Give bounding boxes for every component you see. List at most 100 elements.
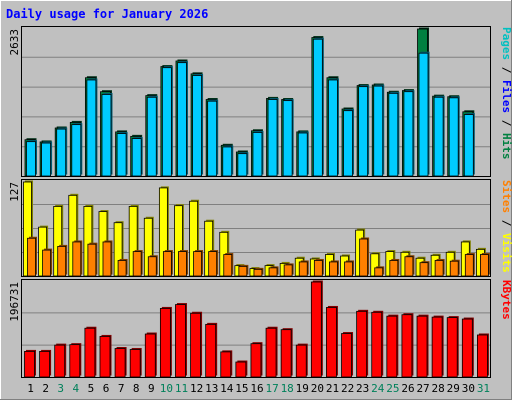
files-bar (297, 132, 308, 177)
files-bar (207, 100, 218, 177)
sites-bar (117, 260, 127, 277)
legend-kbytes: KBytes (500, 280, 512, 320)
sites-bar (253, 268, 263, 277)
kbytes-bar (446, 317, 458, 378)
x-tick-label: 27 (416, 382, 429, 395)
x-tick-label: 9 (148, 382, 155, 395)
x-tick-label: 23 (356, 382, 369, 395)
sites-bar (298, 261, 308, 277)
panel-kbytes: 196731 KBytes (8, 279, 512, 378)
kbytes-bar (431, 316, 443, 378)
files-bar (312, 38, 323, 177)
x-tick-label: 6 (103, 382, 110, 395)
files-bar (418, 52, 429, 177)
x-tick-label: 17 (265, 382, 278, 395)
kbytes-bar (235, 361, 247, 378)
sites-bar (329, 261, 338, 277)
kbytes-bar (250, 343, 262, 378)
files-bar (41, 142, 51, 177)
sites-bar (147, 256, 157, 277)
kbytes-bar (175, 304, 186, 378)
legend-item: Pages (500, 27, 512, 60)
x-tick-label: 7 (118, 382, 125, 395)
kbytes-bar (477, 334, 488, 378)
sites-bar (238, 265, 248, 277)
files-bar (252, 132, 263, 177)
sites-bar (72, 241, 82, 277)
y-max-label: 127 (8, 182, 21, 202)
files-bar (26, 141, 36, 177)
kbytes-bar (99, 336, 111, 378)
x-tick-label: 14 (220, 382, 234, 395)
files-bar (161, 67, 172, 177)
sites-bar (283, 264, 293, 277)
sites-bar (344, 261, 353, 277)
kbytes-bar (461, 318, 473, 378)
sites-bar (464, 254, 474, 277)
kbytes-bar (326, 307, 337, 378)
files-bar (222, 146, 233, 177)
x-tick-label: 13 (205, 382, 218, 395)
sites-bar (480, 254, 489, 277)
kbytes-bar (341, 333, 352, 378)
sites-bar (132, 251, 142, 277)
sites-bar (162, 251, 172, 277)
sites-bar (27, 237, 36, 277)
legend-item: Hits (500, 133, 512, 160)
files-bar (267, 99, 278, 177)
x-tick-label: 19 (296, 382, 309, 395)
kbytes-bar (386, 315, 398, 378)
files-bar (237, 153, 248, 177)
kbytes-bar (295, 344, 307, 378)
sites-bar (102, 241, 112, 277)
sites-bar (449, 260, 459, 277)
kbytes-bar (371, 311, 383, 378)
files-bar (433, 96, 444, 177)
x-tick-label: 3 (57, 382, 64, 395)
x-tick-label: 10 (160, 382, 173, 395)
kbytes-bar (114, 348, 126, 378)
sites-bar (374, 267, 384, 277)
files-bar (328, 79, 338, 177)
x-tick-label: 31 (477, 382, 490, 395)
files-bar (192, 75, 202, 177)
kbytes-bar (24, 351, 35, 378)
sites-bar (404, 256, 414, 277)
sites-bar (223, 254, 233, 277)
kbytes-bar (280, 329, 292, 378)
x-tick-label: 5 (88, 382, 95, 395)
y-max-label: 196731 (8, 282, 21, 322)
legend-pages-files-hits: Pages / Files / Hits (500, 27, 512, 160)
sites-bar (389, 260, 399, 277)
panel-pages-files-hits: 2633 Pages / Files / Hits (8, 26, 512, 177)
chart-title: Daily usage for January 2026 (6, 7, 208, 21)
kbytes-bar (54, 344, 66, 378)
sites-bar (42, 249, 51, 277)
kbytes-bar (190, 312, 201, 378)
sites-bar (193, 251, 202, 277)
files-bar (146, 96, 157, 177)
sites-bar (87, 243, 97, 277)
kbytes-bar (356, 310, 368, 378)
x-tick-label: 25 (386, 382, 399, 395)
sites-bar (313, 260, 323, 277)
kbytes-bar (159, 308, 171, 378)
legend-item: Files (500, 80, 512, 113)
kbytes-bar (401, 314, 413, 378)
x-tick-label: 26 (401, 382, 414, 395)
files-bar (71, 124, 82, 177)
files-bar (116, 133, 127, 177)
files-bar (373, 85, 384, 177)
files-bar (56, 128, 67, 177)
y-max-label: 2633 (8, 29, 21, 56)
kbytes-bar (220, 351, 232, 378)
x-tick-label: 29 (447, 382, 460, 395)
x-tick-label: 20 (311, 382, 324, 395)
files-bar (131, 138, 142, 177)
sites-bar (178, 251, 187, 277)
x-tick-label: 24 (371, 382, 385, 395)
x-tick-label: 21 (326, 382, 339, 395)
sites-bar (359, 238, 369, 277)
files-bar (101, 94, 112, 177)
files-bar (282, 100, 293, 177)
